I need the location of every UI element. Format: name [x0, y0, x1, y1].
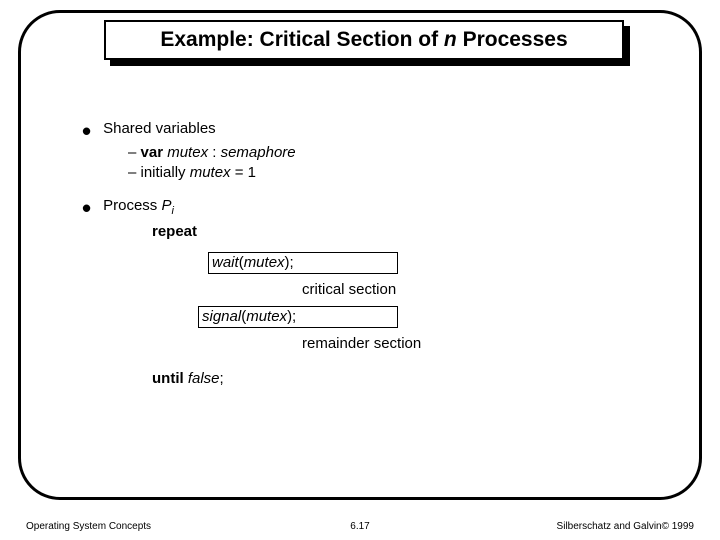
bullet-1: • Shared variables — [82, 120, 642, 138]
box-signal — [198, 306, 398, 328]
sub1-pre: – — [128, 144, 141, 161]
until-val: false — [188, 370, 220, 387]
sub2-ital: mutex — [190, 164, 231, 181]
title-n: n — [444, 28, 457, 51]
line-until: until false; — [152, 370, 642, 387]
sub-item-1: – var mutex : semaphore — [128, 144, 642, 161]
line-wait: wait(mutex); — [212, 254, 642, 271]
slide-title: Example: Critical Section of n Processes — [160, 28, 567, 52]
box-wait — [208, 252, 398, 274]
bullet-2: • Process Pi — [82, 197, 642, 217]
bullet2-label: Process Pi — [103, 197, 174, 217]
bullet-dot-icon: • — [82, 124, 91, 138]
code-block: repeat wait(mutex); critical section sig… — [152, 223, 642, 387]
footer-right: Silberschatz and Galvin© 1999 — [557, 521, 694, 532]
sub1-bold: var — [141, 144, 168, 161]
line-signal: signal(mutex); — [202, 308, 642, 325]
sub1-ital: mutex — [167, 144, 212, 161]
bullet-dot-icon: • — [82, 201, 91, 215]
sub-item-2: – initially mutex = 1 — [128, 164, 642, 181]
crit-section: critical section — [302, 281, 642, 298]
b2-ital: P — [161, 197, 171, 214]
until-kw: until — [152, 370, 188, 387]
sub2-pre: – initially — [128, 164, 190, 181]
title-post: Processes — [457, 28, 568, 51]
b2-sub: i — [171, 205, 173, 217]
bullet1-sublist: – var mutex : semaphore – initially mute… — [128, 144, 642, 181]
sub2-post: = 1 — [231, 164, 256, 181]
sub1-post2: semaphore — [221, 144, 296, 161]
sub1-post: : — [212, 144, 220, 161]
b2-pre: Process — [103, 197, 161, 214]
bullet1-label: Shared variables — [103, 120, 216, 137]
content-area: • Shared variables – var mutex : semapho… — [82, 120, 642, 393]
rem-section: remainder section — [302, 335, 642, 352]
title-box: Example: Critical Section of n Processes — [104, 20, 624, 60]
kw-repeat: repeat — [152, 223, 642, 240]
until-post: ; — [220, 370, 224, 387]
title-pre: Example: Critical Section of — [160, 28, 444, 51]
